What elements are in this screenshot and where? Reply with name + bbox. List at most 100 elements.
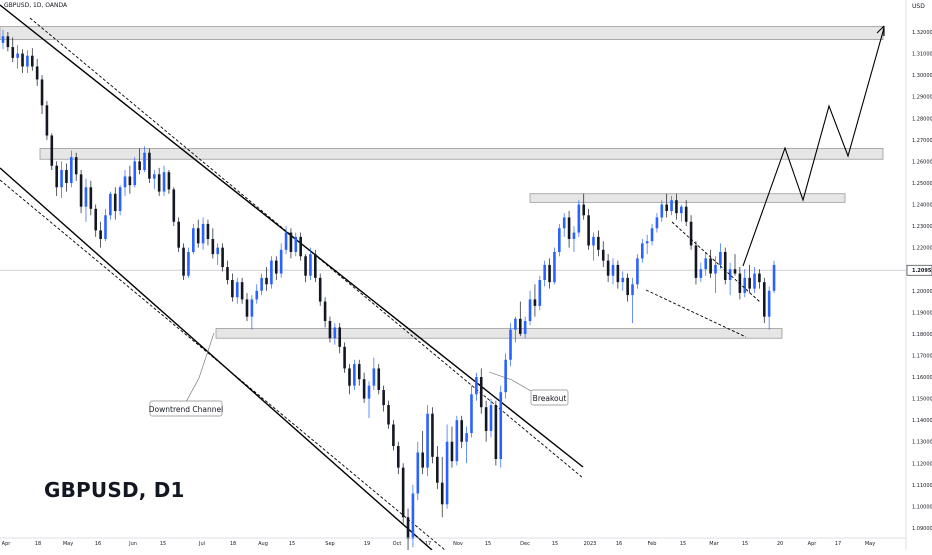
candle-body	[274, 260, 278, 274]
candle-body	[270, 260, 273, 285]
candle-body	[670, 200, 673, 211]
candle-body	[221, 247, 224, 268]
candle-body	[528, 299, 532, 321]
candle-body	[138, 161, 141, 171]
candle-body	[55, 165, 58, 188]
candle-body	[621, 277, 625, 283]
candle-body	[753, 273, 756, 289]
candle-body	[187, 251, 190, 276]
candle-body	[518, 318, 522, 334]
time-tick-label: 2023	[584, 541, 597, 547]
projection-layer	[742, 25, 885, 267]
zone-rect	[0, 26, 884, 40]
candle-body	[255, 290, 259, 300]
time-tick-label: 15	[742, 541, 748, 547]
price-tick-label: 1.28000	[912, 116, 932, 122]
wedge-lines-layer	[645, 221, 761, 338]
candle-body	[762, 282, 766, 317]
time-tick-label: 16	[95, 541, 101, 547]
candle-body	[680, 206, 683, 214]
candle-body	[40, 79, 44, 106]
time-tick-label: Nov	[453, 541, 463, 547]
wedge-upper-line	[671, 221, 761, 303]
time-tick-label: 15	[485, 541, 491, 547]
candle-body	[699, 269, 703, 278]
chart-title: GBPUSD, D1	[44, 478, 185, 502]
candle-body	[157, 174, 161, 192]
time-tick-label: Apr	[808, 541, 818, 547]
candle-body	[35, 66, 39, 80]
time-tick-label: 18	[230, 541, 236, 547]
candle-body	[382, 389, 385, 406]
price-tick-label: 1.20000	[912, 289, 932, 295]
candle-body	[152, 174, 156, 179]
price-tick-label: 1.09000	[912, 526, 932, 532]
candle-body	[694, 245, 698, 278]
time-tick-label: Feb	[648, 541, 657, 547]
price-tick-label: 1.31000	[912, 52, 932, 58]
candle-body	[148, 152, 151, 179]
candle-body	[431, 413, 434, 457]
candle-body	[460, 420, 464, 442]
wedge-lower-line	[645, 289, 747, 338]
candle-body	[172, 189, 176, 222]
candle-body	[89, 187, 93, 209]
candle-body	[748, 277, 751, 289]
candle-body	[577, 204, 581, 233]
price-tick-label: 1.11000	[912, 483, 932, 489]
candle-body	[392, 424, 395, 447]
candle-body	[133, 161, 137, 186]
candle-body	[597, 236, 600, 250]
candle-body	[479, 377, 483, 408]
time-tick-label: Jul	[198, 541, 205, 547]
symbol-header: GBPUSD, 1D, OANDA	[4, 2, 68, 9]
candle-body	[318, 277, 322, 302]
candle-body	[470, 394, 473, 434]
candle-body	[70, 157, 73, 183]
candle-body	[558, 228, 561, 252]
candle-body	[728, 269, 732, 280]
candle-body	[328, 320, 332, 339]
candle-body	[655, 217, 659, 229]
candle-body	[323, 301, 327, 321]
candle-body	[543, 264, 546, 280]
candle-body	[201, 223, 205, 244]
price-tick-label: 1.25000	[912, 181, 932, 187]
zone-rect	[39, 148, 884, 160]
candle-body	[353, 364, 356, 386]
candle-body	[450, 441, 454, 462]
price-tick-label: 1.17000	[912, 353, 932, 359]
candle-body	[714, 264, 717, 274]
channel-lower-line	[0, 167, 433, 551]
candle-body	[16, 53, 19, 58]
price-tick-label: 1.16000	[912, 375, 932, 381]
time-tick-label: May	[63, 541, 73, 547]
price-tick-label: 1.12000	[912, 461, 932, 467]
price-tick-label: 1.10000	[912, 504, 932, 510]
candle-body	[636, 258, 639, 285]
candle-body	[162, 172, 166, 192]
breakout-label-box	[530, 389, 569, 406]
candle-body	[426, 413, 429, 468]
candle-body	[245, 299, 249, 317]
time-tick-label: 18	[35, 541, 41, 547]
candle-body	[562, 217, 566, 229]
time-tick-label: Apr	[2, 541, 12, 547]
candle-body	[601, 249, 605, 261]
price-tick-label: 1.15000	[912, 397, 932, 403]
candle-body	[548, 264, 551, 283]
price-tick-label: 1.18000	[912, 332, 932, 338]
candle-body	[182, 247, 185, 276]
candle-body	[650, 228, 654, 242]
candle-body	[235, 282, 239, 298]
candle-body	[514, 318, 517, 330]
candle-body	[299, 236, 302, 257]
projection-path	[742, 27, 885, 267]
candle-body	[314, 254, 317, 278]
candle-body	[616, 264, 620, 283]
candle-body	[553, 251, 556, 283]
candle-body	[304, 256, 307, 276]
candle-body	[587, 215, 590, 246]
candle-body	[109, 193, 112, 216]
